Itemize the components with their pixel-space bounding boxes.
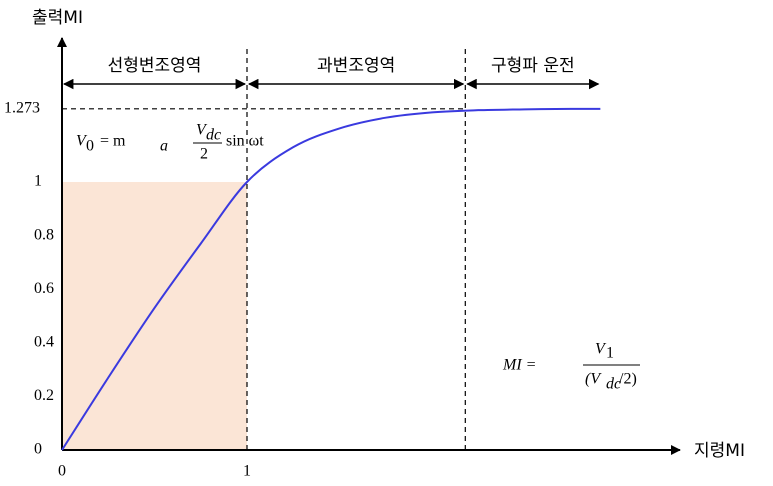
formula-2-part: dc — [606, 376, 621, 393]
formula-1-part: = m — [100, 133, 126, 150]
x-tick-label: 1 — [243, 463, 251, 480]
linear-region-shade — [62, 182, 247, 450]
y-tick-label: 0.4 — [34, 333, 54, 350]
formula-1-part: 0 — [86, 138, 94, 155]
formula-2-part: V — [595, 341, 607, 358]
formula-2-part: /2) — [619, 371, 637, 388]
formula-2-part: MI = — [502, 357, 536, 374]
formula-2-part: (V — [585, 371, 602, 388]
formula-1-part: dc — [206, 127, 221, 144]
formula-1-part: sin ωt — [226, 133, 264, 150]
region-label: 구형파 운전 — [491, 56, 575, 76]
formula-1-part: 2 — [200, 146, 208, 163]
y-tick-label: 1.273 — [4, 100, 40, 117]
y-tick-label: 1 — [34, 173, 42, 190]
region-label: 과변조영역 — [317, 56, 395, 76]
y-tick-label: 0.6 — [34, 280, 54, 297]
x-tick-label: 0 — [58, 463, 66, 480]
formula-1-part: V — [76, 133, 88, 150]
x-axis-label: 지령MI — [694, 441, 745, 461]
y-tick-label: 0 — [34, 441, 42, 458]
y-tick-label: 0.8 — [34, 226, 54, 243]
y-tick-label: 0.2 — [34, 387, 54, 404]
formula-1-part: V — [196, 122, 208, 139]
region-label: 선형변조영역 — [108, 56, 202, 76]
y-axis-label: 출력MI — [32, 8, 83, 28]
formula-1-part: a — [160, 138, 168, 155]
mi-curve — [61, 107, 601, 451]
formula-2-part: 1 — [606, 345, 614, 362]
